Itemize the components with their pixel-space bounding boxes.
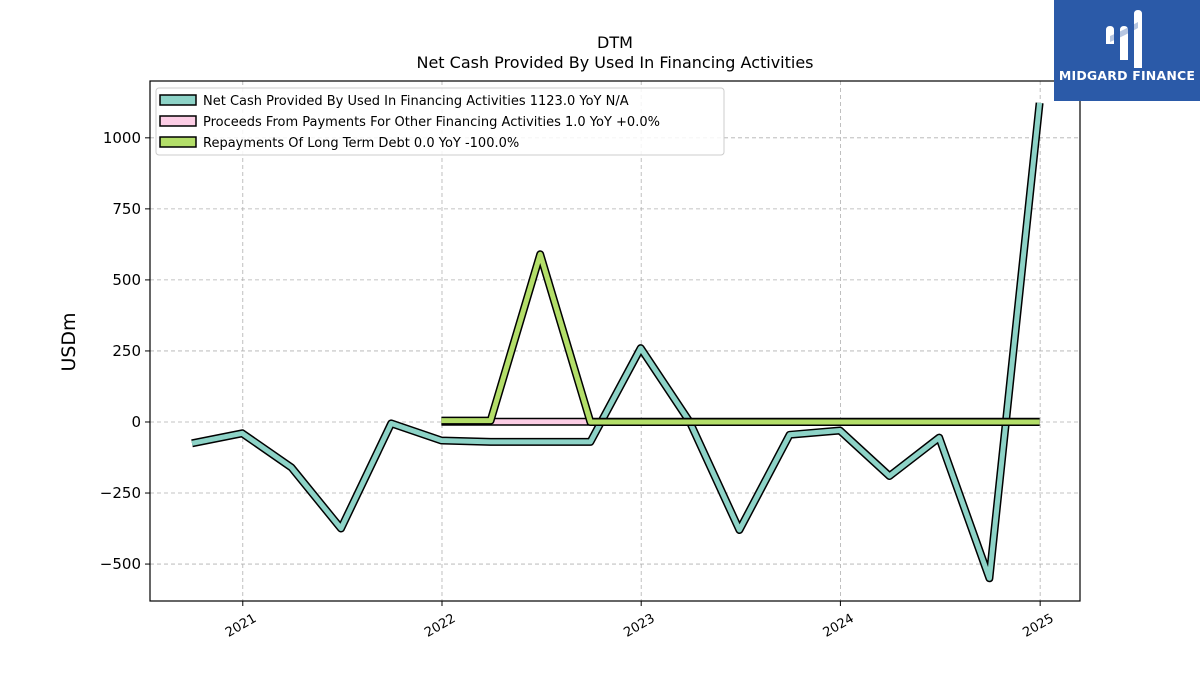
x-tick-label: 2025	[1020, 611, 1056, 641]
legend-label: Repayments Of Long Term Debt 0.0 YoY -10…	[203, 136, 519, 151]
legend-swatch	[159, 115, 197, 127]
y-tick-label: 250	[112, 342, 141, 360]
series-line	[441, 251, 1040, 425]
logo-mark-icon	[1106, 10, 1142, 68]
x-tick-label: 2022	[422, 611, 458, 641]
series-line	[191, 102, 1043, 581]
logo-text: MIDGARD FINANCE	[1058, 68, 1196, 83]
legend-swatch	[159, 94, 197, 106]
series-3	[441, 250, 1040, 426]
y-tick-label: −500	[100, 555, 141, 573]
chart-title: DTM	[597, 33, 633, 52]
y-tick-label: 500	[112, 271, 141, 289]
x-tick-label: 2023	[621, 611, 657, 641]
y-axis-label: USDm	[58, 312, 80, 371]
legend-label: Net Cash Provided By Used In Financing A…	[203, 94, 629, 109]
y-axis: −500 −250 0 250 500 750 1000	[100, 129, 150, 573]
plot-frame	[149, 80, 1081, 602]
grid	[150, 81, 1080, 601]
x-tick-label: 2024	[821, 611, 857, 641]
series-1	[191, 102, 1044, 583]
y-tick-label: 750	[112, 200, 141, 218]
legend-label: Proceeds From Payments For Other Financi…	[203, 115, 660, 130]
legend: Net Cash Provided By Used In Financing A…	[155, 87, 725, 156]
series-line-outline	[191, 102, 1044, 583]
legend-swatch	[159, 136, 197, 148]
brand-logo: MIDGARD FINANCE	[1054, 0, 1200, 101]
x-tick-label: 2021	[223, 611, 259, 641]
x-axis: 2021 2022 2023 2024 2025	[223, 601, 1056, 641]
y-tick-label: −250	[100, 484, 141, 502]
y-tick-label: 0	[131, 413, 141, 431]
legend-box	[155, 87, 725, 156]
plot-series	[191, 102, 1044, 583]
y-tick-label: 1000	[103, 129, 141, 147]
chart-subtitle: Net Cash Provided By Used In Financing A…	[416, 53, 813, 72]
